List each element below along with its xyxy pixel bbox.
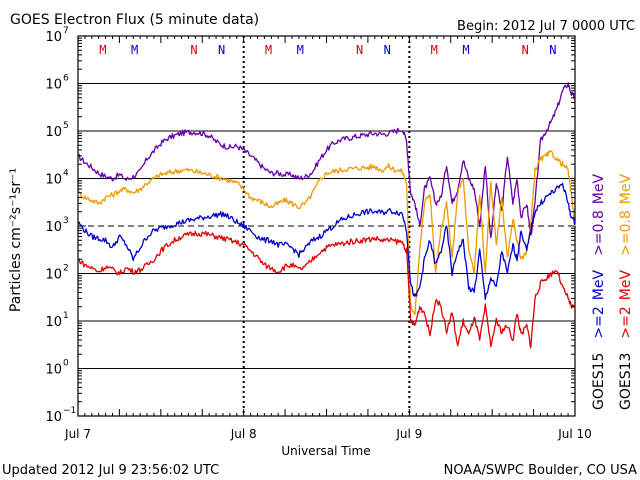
y-tick-exponent: 6	[63, 74, 69, 84]
mn-marker: M	[297, 43, 304, 57]
series-line	[77, 230, 576, 349]
begin-label: Begin: 2012 Jul 7 0000 UTC	[457, 19, 635, 34]
legend-satellite: GOES15	[591, 353, 607, 410]
x-tick-label: Jul 9	[395, 427, 422, 441]
y-axis-label: Particles cm⁻²s⁻¹sr⁻¹	[8, 168, 24, 312]
legend-unit: MeV	[591, 270, 607, 301]
legend-unit: MeV	[618, 270, 634, 301]
x-axis-ticks: Jul 7 Jul 8 Jul 9 Jul 10	[64, 36, 592, 441]
y-tick-label: 10	[45, 173, 62, 188]
mn-marker: M	[99, 43, 106, 57]
legend-entry: >=2	[591, 306, 607, 338]
y-tick-label: 10	[45, 268, 62, 283]
x-axis-label: Universal Time	[281, 444, 370, 458]
y-tick-label: 10	[45, 30, 62, 45]
mn-marker: M	[462, 43, 469, 57]
y-tick-label: 10	[45, 363, 62, 378]
x-tick-label: Jul 10	[557, 427, 592, 441]
y-tick-exponent: 2	[63, 264, 69, 274]
y-tick-label: 10	[45, 78, 62, 93]
mn-marker: M	[265, 43, 272, 57]
legend-unit: MeV	[591, 173, 607, 204]
y-tick-exponent: 0	[63, 359, 69, 369]
chart-title: GOES Electron Flux (5 minute data)	[10, 12, 259, 28]
mn-marker: M	[431, 43, 438, 57]
mn-marker: N	[356, 43, 363, 57]
legend-entry: >=2	[618, 306, 634, 338]
legend: GOES15 >=2 MeV >=0.8 MeV GOES13 >=2 MeV >=0.8 MeV	[591, 173, 634, 410]
y-tick-exponent: −1	[63, 406, 76, 416]
legend-goes15: GOES15 >=2 MeV >=0.8 MeV	[591, 173, 607, 410]
y-tick-exponent: 7	[63, 26, 69, 36]
legend-goes13: GOES13 >=2 MeV >=0.8 MeV	[618, 173, 634, 410]
series-line	[77, 182, 576, 300]
y-tick-exponent: 4	[63, 169, 69, 179]
legend-entry: >=0.8	[591, 210, 607, 256]
credit-label: NOAA/SWPC Boulder, CO USA	[444, 463, 637, 478]
legend-unit: MeV	[618, 173, 634, 204]
series-line	[77, 150, 576, 316]
y-tick-exponent: 1	[63, 311, 69, 321]
mn-marker: M	[131, 43, 138, 57]
mn-marker: N	[549, 43, 556, 57]
series-line	[77, 82, 576, 239]
y-tick-exponent: 3	[63, 216, 69, 226]
series-layer	[77, 82, 576, 349]
y-tick-label: 10	[45, 125, 62, 140]
mn-marker: N	[190, 43, 197, 57]
y-tick-label: 10	[45, 220, 62, 235]
mn-marker: N	[522, 43, 529, 57]
mn-marker: N	[384, 43, 391, 57]
mn-marker: N	[218, 43, 225, 57]
y-tick-label: 10	[45, 315, 62, 330]
legend-satellite: GOES13	[618, 353, 634, 410]
legend-entry: >=0.8	[618, 210, 634, 256]
x-tick-label: Jul 8	[230, 427, 257, 441]
updated-label: Updated 2012 Jul 9 23:56:02 UTC	[2, 463, 219, 478]
y-tick-label: 10	[45, 410, 62, 425]
y-tick-exponent: 5	[63, 121, 69, 131]
x-tick-label: Jul 7	[64, 427, 91, 441]
